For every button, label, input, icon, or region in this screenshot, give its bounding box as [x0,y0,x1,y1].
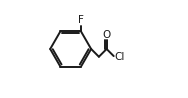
Text: Cl: Cl [114,52,125,62]
Text: O: O [102,30,111,40]
Text: F: F [78,15,84,25]
